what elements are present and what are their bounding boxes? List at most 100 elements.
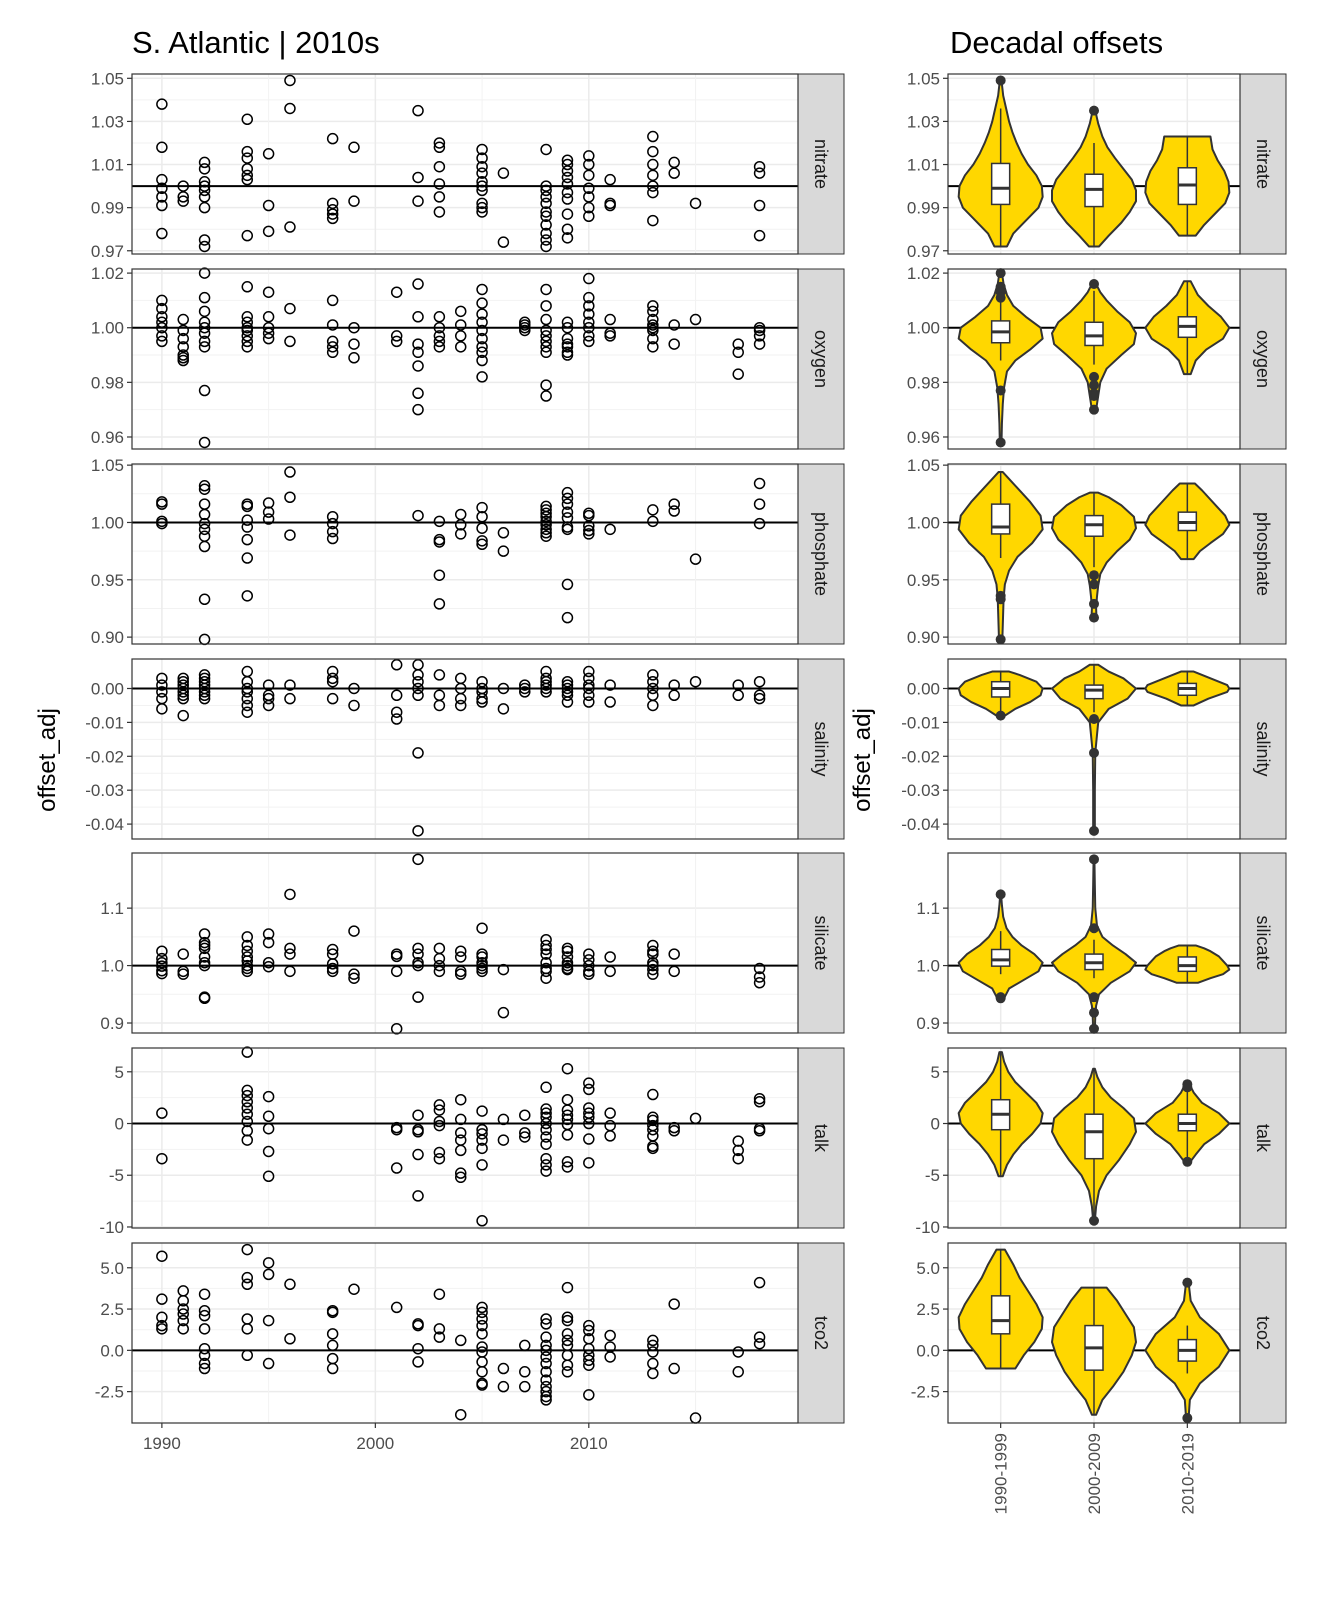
data-point xyxy=(668,965,680,978)
data-point xyxy=(476,1328,488,1340)
scatter-facet-silicate: 0.9 1.0 1.1 silicate xyxy=(100,852,845,1035)
scatter-facet-talk: -10 -5 0 5 talk xyxy=(99,1046,845,1237)
data-point xyxy=(433,321,446,334)
data-point xyxy=(647,968,659,980)
data-point xyxy=(647,158,659,171)
data-point xyxy=(156,964,168,977)
data-point xyxy=(647,186,659,199)
data-point xyxy=(284,302,296,315)
data-point xyxy=(198,191,211,203)
data-point xyxy=(476,948,488,960)
data-point xyxy=(604,965,616,978)
data-point xyxy=(561,165,574,177)
data-point xyxy=(497,703,510,715)
scatter-y-tick-label: -0.01 xyxy=(85,713,124,732)
data-point xyxy=(241,500,254,513)
data-point xyxy=(284,965,296,978)
data-point xyxy=(540,1339,552,1352)
data-point xyxy=(284,221,296,233)
data-point xyxy=(412,1356,424,1368)
data-point xyxy=(326,943,339,956)
data-point xyxy=(540,341,552,353)
box-iqr xyxy=(990,948,1011,967)
data-point xyxy=(540,1390,552,1403)
data-point xyxy=(561,523,574,536)
outlier-point xyxy=(995,385,1006,396)
scatter-strip xyxy=(797,463,845,645)
data-point xyxy=(262,225,275,238)
scatter-y-tick-label: 0.97 xyxy=(91,242,124,261)
data-point xyxy=(540,1318,552,1330)
data-point xyxy=(476,696,488,708)
data-point xyxy=(753,167,766,179)
violin-strip xyxy=(1239,658,1287,840)
data-point xyxy=(497,1380,510,1393)
data-point xyxy=(561,1366,574,1378)
outlier-point xyxy=(995,993,1006,1004)
data-point xyxy=(497,527,510,539)
data-point xyxy=(241,1271,254,1284)
data-point xyxy=(262,1145,275,1158)
data-point xyxy=(540,1111,552,1124)
violin-y-tick-label: 1.05 xyxy=(907,69,940,88)
data-point xyxy=(326,132,339,145)
data-point xyxy=(284,679,296,691)
data-point xyxy=(540,1351,552,1363)
data-point xyxy=(156,1293,168,1305)
data-point xyxy=(476,354,488,367)
data-point xyxy=(433,952,446,965)
scatter-facet-phosphate: 0.90 0.95 1.00 1.05 phosphate xyxy=(91,456,845,647)
data-point xyxy=(583,1389,595,1401)
data-point xyxy=(326,319,339,331)
data-point xyxy=(412,278,424,290)
data-point xyxy=(412,338,424,350)
data-point xyxy=(262,327,275,339)
data-point xyxy=(561,963,574,976)
data-point xyxy=(156,294,168,307)
data-point xyxy=(412,942,424,955)
data-point xyxy=(177,709,189,722)
data-point xyxy=(390,713,403,725)
data-point xyxy=(241,552,254,564)
data-point xyxy=(433,1331,446,1343)
data-point xyxy=(454,528,467,540)
scatter-strip-label: phosphate xyxy=(811,512,831,596)
data-point xyxy=(156,227,168,240)
data-point xyxy=(540,965,552,978)
data-point xyxy=(198,1349,211,1362)
data-point xyxy=(348,925,360,937)
violin-y-tick-label: 1.05 xyxy=(907,456,940,475)
data-point xyxy=(583,308,595,320)
violin-y-tick-label: -0.03 xyxy=(901,781,940,800)
data-point xyxy=(753,692,766,705)
scatter-y-tick-label: 0.00 xyxy=(91,679,124,698)
data-point xyxy=(326,517,339,530)
data-point xyxy=(476,1159,488,1171)
scatter-y-tick-label: 1.05 xyxy=(91,456,124,475)
data-point xyxy=(262,311,275,323)
data-point xyxy=(561,341,574,353)
data-point xyxy=(583,1319,595,1332)
data-point xyxy=(497,1006,510,1019)
data-point xyxy=(241,514,254,526)
data-point xyxy=(454,1093,467,1106)
data-point xyxy=(198,508,211,521)
scatter-y-tick-label: -0.03 xyxy=(85,781,124,800)
outlier-point xyxy=(1089,612,1099,623)
data-point xyxy=(348,141,360,154)
violin-facet-salinity: -0.04 -0.03 -0.02 -0.01 0.00 salinity xyxy=(901,658,1287,840)
data-point xyxy=(647,324,659,337)
data-point xyxy=(198,928,211,940)
data-point xyxy=(476,160,488,173)
data-point xyxy=(284,1333,296,1345)
data-point xyxy=(583,696,595,708)
data-point xyxy=(583,520,595,532)
data-point xyxy=(412,346,424,359)
outlier-point xyxy=(1089,854,1099,865)
data-point xyxy=(390,1301,403,1314)
data-point xyxy=(241,706,254,718)
data-point xyxy=(177,689,189,702)
data-point xyxy=(177,1308,189,1320)
data-point xyxy=(198,291,211,304)
data-point xyxy=(348,352,360,364)
